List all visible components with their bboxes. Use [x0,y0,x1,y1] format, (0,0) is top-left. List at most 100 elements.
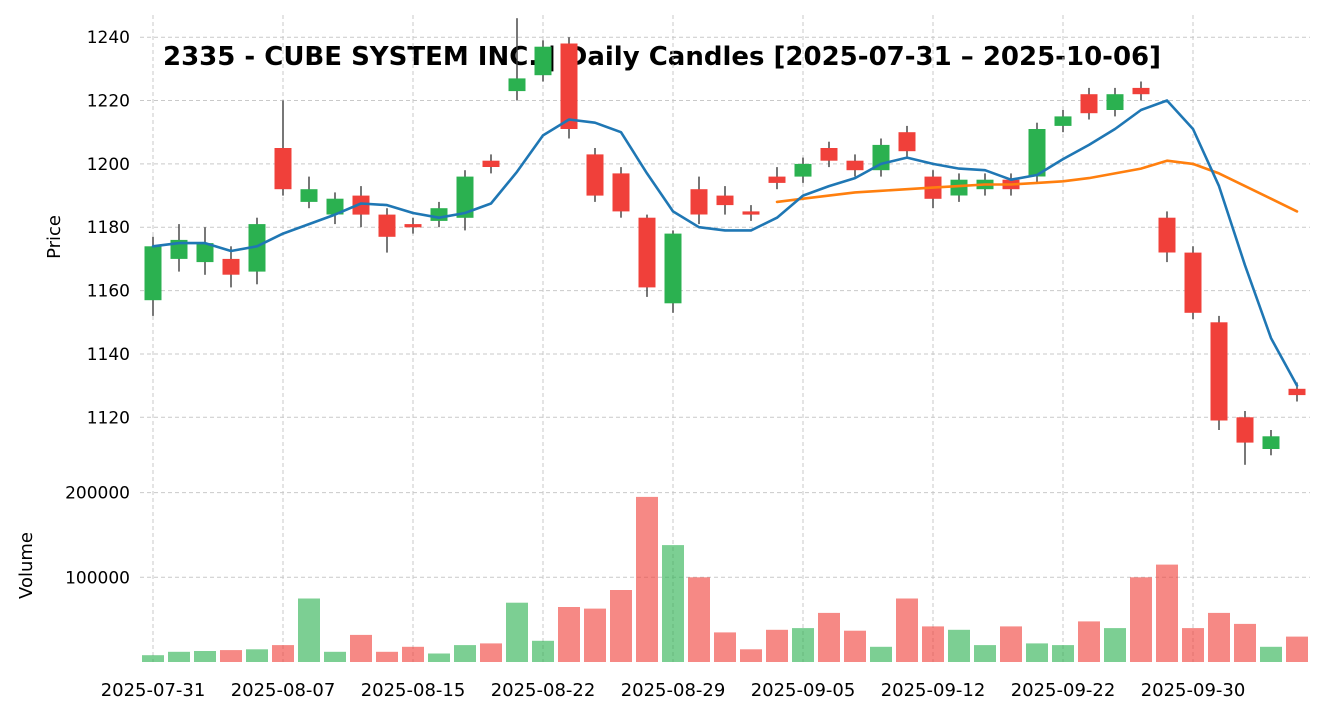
candle-body [404,224,422,228]
sma-long-line [775,159,1299,213]
volume-bar [766,629,788,662]
candle-body [846,160,864,171]
candle-body [1158,217,1176,253]
volume-bar [1000,626,1022,662]
candle-body [742,211,760,215]
volume-bar [870,646,892,662]
candle-body [300,189,318,202]
volume-bar [714,632,736,662]
candle-body [768,176,786,183]
candle-body [898,132,916,152]
candle-body [560,43,578,129]
candle-body [456,176,474,218]
volume-bar [324,651,346,662]
candle-body [690,189,708,215]
x-tick-label: 2025-08-22 [491,680,596,701]
volume-bar [662,545,684,662]
volume-bar [974,645,996,662]
candle-body [378,214,396,237]
candle-body [1132,87,1150,95]
volume-bar [142,655,164,662]
candle-body [586,154,604,196]
candle-body [534,46,552,76]
x-tick-label: 2025-09-22 [1011,680,1116,701]
volume-bar [350,634,372,662]
volume-bar [246,649,268,662]
volume-bar [948,629,970,662]
candle-body [1210,322,1228,421]
candle-body [612,173,630,212]
x-tick-label: 2025-08-15 [361,680,466,701]
price-tick-label: 1240 [87,28,130,48]
volume-bar [272,645,294,662]
volume-bar [168,651,190,662]
volume-bar [1234,623,1256,662]
volume-bar [584,608,606,662]
x-tick-label: 2025-08-07 [231,680,336,701]
chart-title: 2335 - CUBE SYSTEM INC. | Daily Candles … [162,42,1162,72]
x-tick-label: 2025-08-29 [621,680,726,701]
volume-bar [1078,621,1100,662]
x-tick-label: 2025-09-12 [881,680,986,701]
volume-bar [1156,564,1178,662]
price-tick-label: 1180 [87,218,130,238]
candle-body [1106,94,1124,110]
volume-bar [636,496,658,662]
price-tick-label: 1140 [87,345,130,365]
volume-bar [922,626,944,662]
price-tick-label: 1160 [87,282,130,302]
volume-bar [558,607,580,662]
candle-body [222,258,240,275]
volume-bar [1130,577,1152,662]
price-tick-label: 1220 [87,92,130,112]
volume-bar [1260,646,1282,662]
candle-body [144,246,162,301]
candle-body [196,243,214,263]
candle-body [794,163,812,177]
candle-body [482,160,500,167]
price-tick-label: 1200 [87,155,130,175]
candle-body [508,78,526,92]
candle-body [1236,417,1254,443]
volume-bar [610,590,632,662]
volume-bar [688,577,710,662]
volume-bar [1208,612,1230,662]
volume-bar [1182,628,1204,662]
x-tick-label: 2025-09-05 [751,680,856,701]
volume-bar [402,646,424,662]
candle-body [1288,388,1306,396]
candle-body [1184,252,1202,313]
volume-bar [428,653,450,662]
candle-body [352,195,370,215]
volume-bar [1052,645,1074,662]
volume-bar [480,643,502,662]
x-tick-label: 2025-09-30 [1141,680,1246,701]
volume-bar [506,602,528,662]
volume-bar [1026,643,1048,662]
candle-body [638,217,656,288]
x-tick-label: 2025-07-31 [101,680,206,701]
volume-bar [740,649,762,662]
price-tick-label: 1120 [87,408,130,428]
candle-body [820,148,838,161]
candle-body [248,224,266,272]
volume-bar [194,651,216,662]
volume-bar [298,598,320,662]
candle-body [1054,116,1072,126]
candle-body [664,233,682,304]
candle-body [1028,129,1046,177]
volume-bar [220,650,242,662]
sma-short-line [151,99,1299,387]
volume-bar [896,598,918,662]
volume-bar [792,628,814,662]
volume-bar [1286,636,1308,662]
volume-bar [532,640,554,662]
volume-bar [1104,628,1126,662]
candle-body [326,198,344,215]
candle-body [1262,436,1280,449]
volume-bar [844,630,866,662]
candle-body [716,195,734,206]
volume-bar [376,651,398,662]
